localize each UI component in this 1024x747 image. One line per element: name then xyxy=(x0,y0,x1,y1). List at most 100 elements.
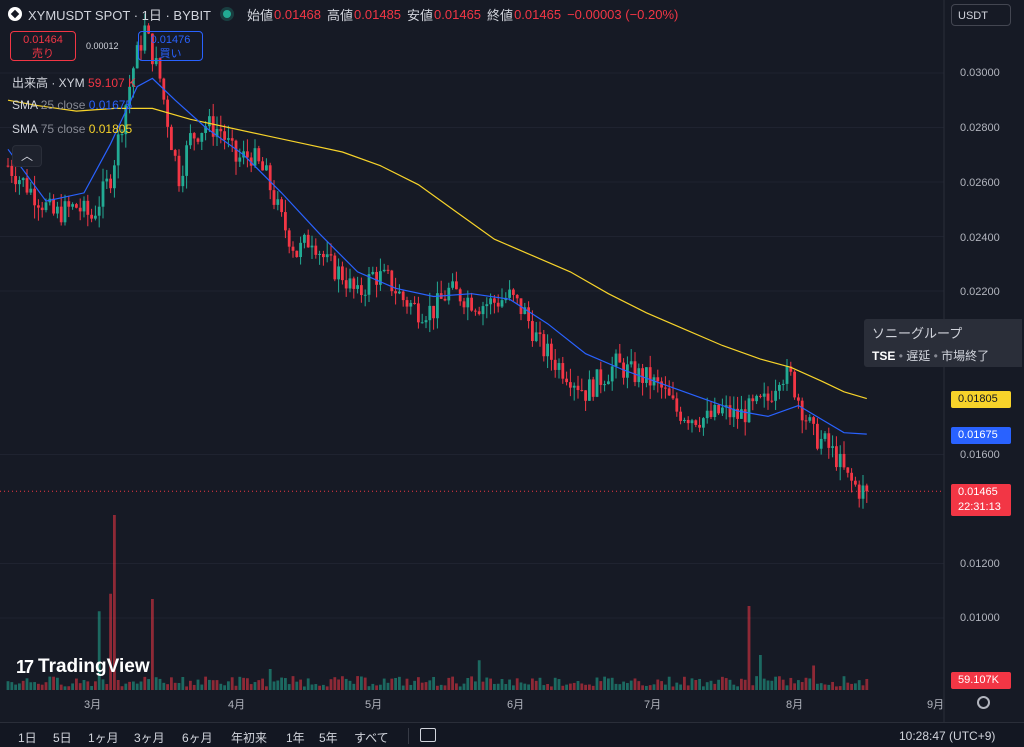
volume-bar xyxy=(386,682,390,690)
volume-bar xyxy=(90,686,93,690)
candle-body xyxy=(694,420,698,425)
volume-bar xyxy=(215,680,219,690)
open-label: 始値 xyxy=(247,7,274,23)
volume-bar xyxy=(40,684,44,690)
symbol-header[interactable]: XYMUSDT SPOT · 1日 · BYBIT 始値 0.01468 高値 0.… xyxy=(8,4,684,24)
candle-body xyxy=(386,269,390,271)
volume-bar xyxy=(139,681,143,690)
volume-bar xyxy=(322,684,325,690)
candle-body xyxy=(645,367,648,383)
candle-body xyxy=(553,359,557,370)
candle-body xyxy=(595,369,599,397)
candle-body xyxy=(192,133,196,139)
currency-selector[interactable]: USDT xyxy=(951,4,1011,26)
volume-bar xyxy=(223,685,226,690)
clock-timezone[interactable]: 10:28:47 (UTC+9) xyxy=(899,729,996,743)
volume-bar xyxy=(610,677,614,690)
candle-body xyxy=(728,405,732,418)
volume-bar xyxy=(401,685,405,690)
range-5y[interactable]: 5年 xyxy=(319,731,338,745)
buy-label: 買い xyxy=(159,48,182,60)
candle-body xyxy=(470,297,473,311)
volume-bar xyxy=(413,680,416,690)
collapse-legend-button[interactable]: ︿ xyxy=(12,145,42,167)
candle-body xyxy=(367,274,371,295)
candle-body xyxy=(493,298,496,303)
volume-bar xyxy=(823,684,827,690)
candle-body xyxy=(823,433,827,439)
volume-bar xyxy=(420,682,424,690)
volume-legend[interactable]: 出来高 · XYM 59.107 K xyxy=(12,74,136,91)
tradingview-logo: 17 TradingView xyxy=(16,656,150,678)
volume-bar xyxy=(785,685,789,690)
volume-bar xyxy=(831,681,834,690)
range-ytd[interactable]: 年初来 xyxy=(231,731,268,745)
candle-body xyxy=(413,302,416,304)
candle-body xyxy=(113,165,116,189)
goto-date-icon[interactable] xyxy=(420,728,436,742)
volume-bar xyxy=(249,684,253,690)
volume-bar xyxy=(645,685,648,690)
candle-body xyxy=(827,433,831,448)
candle-body xyxy=(363,294,367,296)
range-3m[interactable]: 3ヶ月 xyxy=(134,731,165,745)
candle-body xyxy=(329,254,333,256)
range-5d[interactable]: 5日 xyxy=(53,731,72,745)
candle-body xyxy=(390,270,394,292)
candle-body xyxy=(86,200,90,215)
candle-body xyxy=(109,178,112,189)
range-1m[interactable]: 1ヶ月 xyxy=(88,731,119,745)
range-1y[interactable]: 1年 xyxy=(286,731,305,745)
sma75-legend-value: 0.01805 xyxy=(88,122,133,136)
volume-bar xyxy=(660,681,663,690)
candle-body xyxy=(656,377,660,382)
candle-body xyxy=(420,322,424,324)
candle-body xyxy=(770,400,774,402)
candle-body xyxy=(208,116,211,127)
price-tick: 0.01600 xyxy=(960,449,1000,461)
open-value: 0.01468 xyxy=(274,6,322,22)
candle-body xyxy=(466,297,470,308)
volume-bar xyxy=(595,677,599,690)
candle-body xyxy=(322,253,325,258)
volume-bar xyxy=(105,684,109,690)
candle-body xyxy=(139,45,143,51)
volume-bar xyxy=(702,686,705,690)
volume-bar xyxy=(113,515,116,690)
candle-body xyxy=(462,301,466,308)
candle-body xyxy=(667,388,671,396)
volume-bar xyxy=(132,681,135,690)
range-all[interactable]: すべて xyxy=(354,731,389,745)
candle-body xyxy=(181,175,185,187)
volume-bar xyxy=(838,686,842,690)
buy-button[interactable]: 0.01476 買い xyxy=(138,31,203,61)
symbol-tooltip[interactable]: ソニーグループ TSE • 遅延 • 市場終了 xyxy=(864,319,1022,367)
sma75-legend[interactable]: SMA 75 close 0.01805 xyxy=(12,122,132,136)
volume-bar xyxy=(496,683,500,690)
volume-bar xyxy=(116,679,120,690)
volume-bar xyxy=(534,680,538,690)
volume-bar xyxy=(299,679,302,690)
range-6m[interactable]: 6ヶ月 xyxy=(182,731,213,745)
candle-body xyxy=(534,332,538,342)
volume-bar xyxy=(812,665,815,690)
volume-bar xyxy=(717,679,720,690)
range-1d[interactable]: 1日 xyxy=(18,731,37,745)
volume-bar xyxy=(268,669,272,690)
candle-body xyxy=(808,417,812,421)
settings-gear-icon[interactable] xyxy=(977,696,990,709)
sell-button[interactable]: 0.01464 売り xyxy=(10,31,76,61)
candle-body xyxy=(219,128,223,132)
sma25-legend[interactable]: SMA 25 close 0.01675 xyxy=(12,98,132,112)
symbol-title[interactable]: XYMUSDT SPOT · 1日 · BYBIT xyxy=(28,7,211,23)
candle-body xyxy=(774,390,777,401)
volume-bar xyxy=(607,678,610,690)
volume-bar xyxy=(219,683,223,690)
candle-body xyxy=(382,269,386,272)
candle-body xyxy=(356,285,359,289)
candle-body xyxy=(709,410,713,417)
candle-body xyxy=(542,334,546,357)
candle-body xyxy=(481,306,485,315)
candle-body xyxy=(67,201,71,207)
